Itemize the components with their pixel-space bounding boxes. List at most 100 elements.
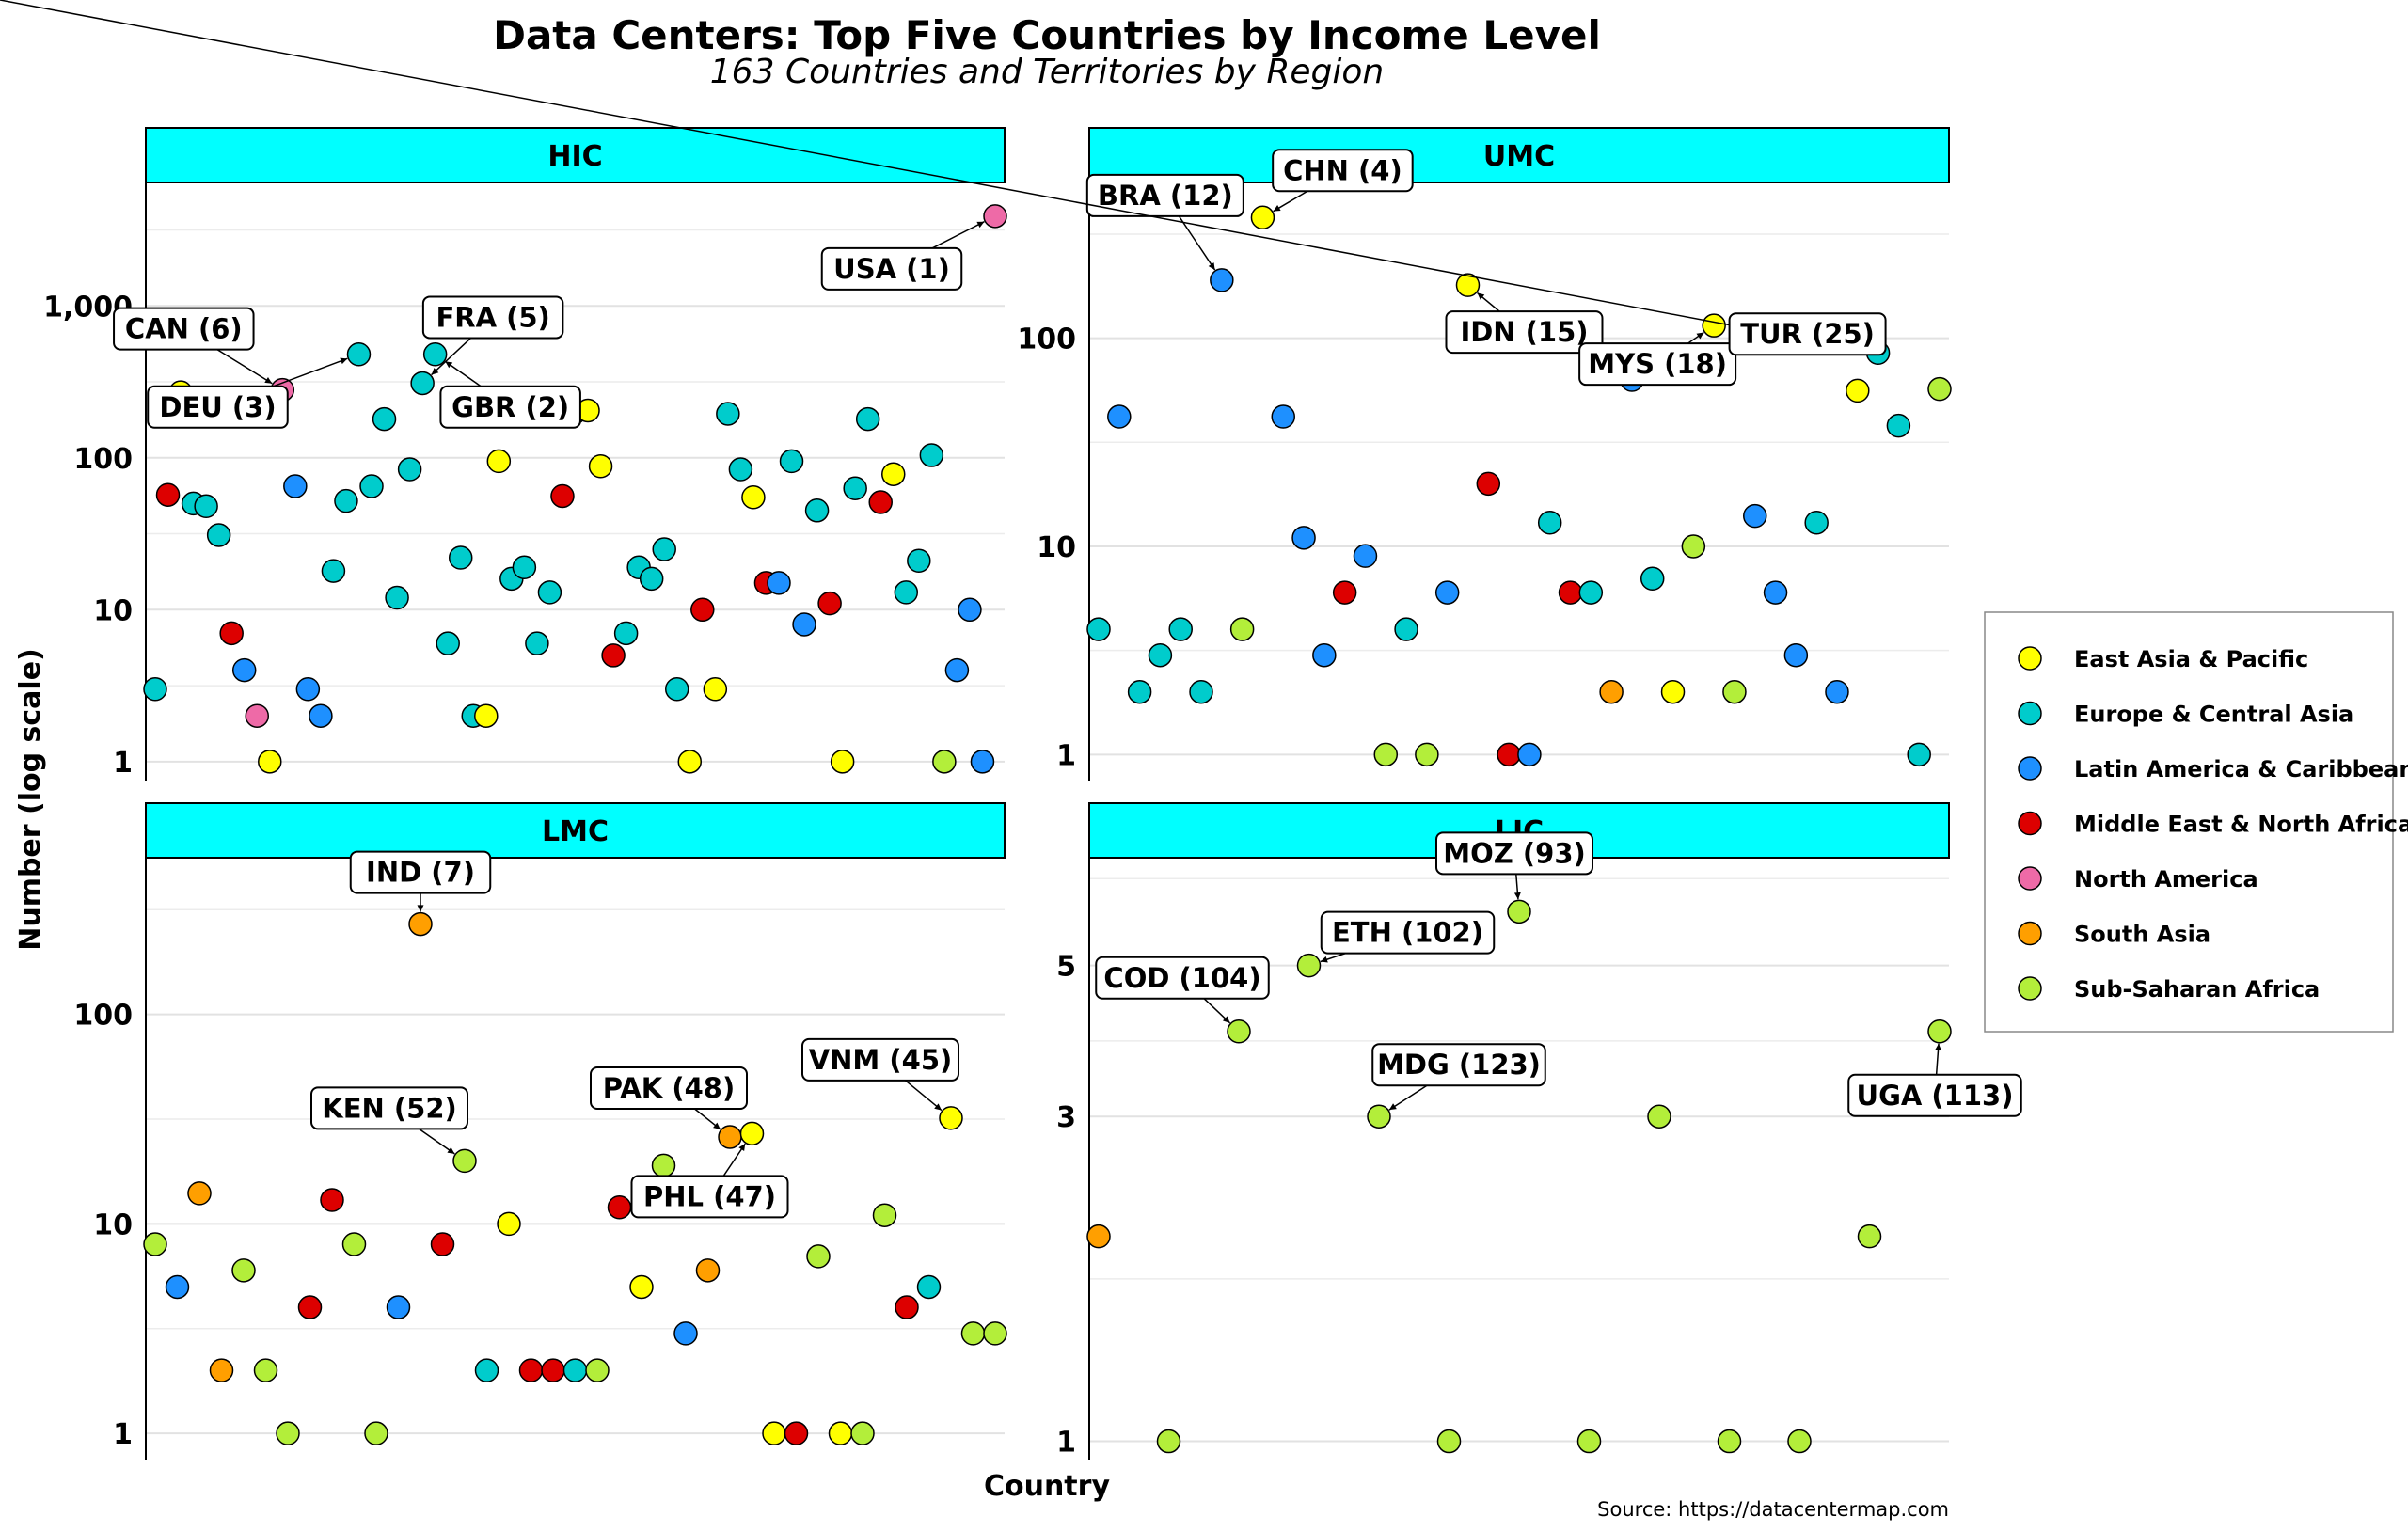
annotation-box bbox=[1371, 1043, 1546, 1087]
data-point bbox=[1783, 642, 1809, 668]
data-point bbox=[1804, 511, 1829, 535]
legend-box bbox=[1984, 611, 2394, 1033]
data-point bbox=[1787, 1429, 1812, 1454]
data-point bbox=[194, 494, 218, 519]
data-point bbox=[436, 631, 460, 655]
data-point bbox=[944, 657, 970, 683]
annotation-arrow bbox=[905, 1080, 943, 1112]
annotation-box bbox=[590, 1066, 748, 1110]
data-point bbox=[784, 1421, 809, 1445]
y-tick-label: 100 bbox=[73, 1000, 133, 1033]
data-point bbox=[1353, 544, 1378, 568]
data-point bbox=[562, 1358, 588, 1382]
data-point bbox=[1415, 742, 1439, 767]
data-point bbox=[1717, 1429, 1742, 1454]
data-point bbox=[364, 1421, 388, 1445]
data-point bbox=[907, 548, 931, 574]
annotation-box bbox=[421, 295, 564, 340]
data-point bbox=[541, 1358, 565, 1382]
data-point bbox=[872, 1203, 897, 1227]
data-point bbox=[1296, 953, 1322, 978]
data-point bbox=[850, 1421, 875, 1445]
data-point bbox=[1558, 580, 1583, 605]
data-point bbox=[1660, 679, 1686, 704]
data-point bbox=[916, 1274, 942, 1300]
annotation-label: MOZ (93) bbox=[1443, 837, 1586, 869]
legend-swatch bbox=[2018, 976, 2042, 1001]
data-point bbox=[1227, 1019, 1251, 1044]
data-point bbox=[673, 1321, 698, 1346]
data-point bbox=[474, 1358, 499, 1382]
legend-item: East Asia & Pacific bbox=[2018, 646, 2308, 672]
data-point bbox=[1086, 1224, 1111, 1249]
data-point bbox=[297, 1295, 323, 1319]
data-point bbox=[1455, 273, 1481, 297]
annotation-label: USA (1) bbox=[833, 253, 950, 285]
legend-label: Europe & Central Asia bbox=[2074, 702, 2353, 728]
data-point bbox=[309, 703, 333, 728]
data-point bbox=[321, 559, 346, 583]
data-point bbox=[718, 1125, 742, 1149]
annotation-arrowhead bbox=[264, 376, 273, 384]
data-point bbox=[346, 342, 372, 367]
annotation-arrow bbox=[931, 221, 985, 249]
data-point bbox=[939, 1106, 963, 1130]
data-point bbox=[855, 406, 880, 432]
data-point bbox=[1271, 404, 1295, 429]
legend-label: East Asia & Pacific bbox=[2074, 646, 2308, 672]
y-tick-label: 10 bbox=[93, 594, 133, 627]
data-point bbox=[410, 371, 435, 396]
data-point bbox=[804, 498, 830, 523]
data-point bbox=[983, 204, 1007, 229]
data-point bbox=[828, 1421, 853, 1445]
data-point bbox=[601, 643, 626, 668]
panel-lic: LIC135COD (104)ETH (102)MOZ (93)MDG (123… bbox=[1056, 802, 2022, 1460]
data-point bbox=[629, 1274, 654, 1300]
annotation-arrow bbox=[216, 348, 273, 385]
annotation-arrowhead bbox=[1222, 1016, 1230, 1023]
annotation-label: COD (104) bbox=[1103, 962, 1260, 994]
annotation-box bbox=[1435, 831, 1593, 876]
data-point bbox=[1434, 580, 1460, 605]
data-point bbox=[830, 750, 855, 774]
data-point bbox=[372, 406, 397, 432]
data-point bbox=[652, 537, 676, 561]
annotation-box bbox=[1847, 1073, 2022, 1117]
annotation-box bbox=[630, 1175, 789, 1219]
annotation-box bbox=[1085, 173, 1244, 217]
annotation-label: IDN (15) bbox=[1460, 316, 1588, 348]
legend-label: Middle East & North Africa bbox=[2074, 812, 2408, 838]
data-point bbox=[651, 1153, 676, 1178]
data-point bbox=[677, 750, 703, 774]
data-point bbox=[932, 750, 957, 774]
facet-strip bbox=[145, 127, 1006, 183]
y-tick-label: 1 bbox=[1056, 1427, 1076, 1460]
y-tick-label: 100 bbox=[1017, 324, 1076, 356]
data-point bbox=[613, 621, 639, 646]
data-point bbox=[512, 555, 537, 580]
annotation-arrowhead bbox=[1696, 332, 1704, 340]
annotation-box bbox=[1320, 910, 1496, 955]
data-point bbox=[1168, 617, 1193, 641]
data-point bbox=[359, 474, 384, 498]
data-point bbox=[1367, 1104, 1391, 1129]
panel-lmc: LMC 1 10 100 IND (7) KEN (52) PHL (47) PAK (48)… bbox=[73, 802, 1007, 1460]
data-point bbox=[806, 1244, 831, 1269]
data-point bbox=[276, 1421, 300, 1445]
data-point bbox=[1927, 1019, 1952, 1044]
chart-title: Data Centers: Top Five Countries by Inco… bbox=[493, 12, 1601, 58]
legend-item: South Asia bbox=[2018, 922, 2210, 948]
legend-item: Sub-Saharan Africa bbox=[2018, 976, 2320, 1003]
legend-swatch bbox=[2018, 646, 2042, 671]
annotation-label: CHN (4) bbox=[1283, 154, 1402, 186]
annotation-arrow bbox=[1388, 1084, 1428, 1111]
data-point bbox=[219, 621, 244, 646]
annotation-label: TUR (25) bbox=[1740, 318, 1875, 350]
annotation-label: DEU (3) bbox=[159, 391, 276, 423]
data-point bbox=[422, 342, 448, 367]
annotation-arrowhead bbox=[1477, 292, 1485, 300]
data-point bbox=[1107, 404, 1132, 429]
data-point bbox=[639, 566, 664, 592]
annotation-label: CAN (6) bbox=[125, 313, 243, 345]
data-point bbox=[1394, 617, 1418, 641]
